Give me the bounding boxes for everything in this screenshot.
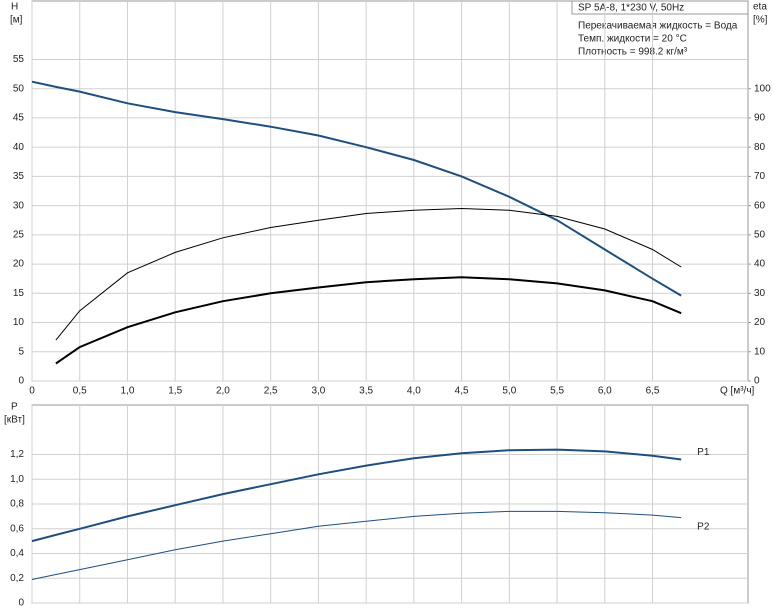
x-tick-label: 4,0 [407, 386, 421, 397]
x-tick-label: 2,5 [264, 386, 278, 397]
y2-tick-label: 30 [754, 288, 766, 299]
x-tick-label: 3,5 [359, 386, 373, 397]
y-axis-unit: [кВт] [4, 415, 25, 426]
x-tick-label: 4,5 [455, 386, 469, 397]
y-tick-label: 0,6 [10, 523, 24, 534]
y2-tick-label: 0 [754, 376, 760, 387]
y-tick-label: 10 [13, 317, 25, 328]
y2-tick-label: 90 [754, 113, 766, 124]
y2-tick-label: 80 [754, 142, 766, 153]
y-axis-label: H [11, 2, 18, 13]
x-tick-label: 3,0 [311, 386, 325, 397]
y-tick-label: 40 [13, 142, 25, 153]
y-tick-label: 1,2 [10, 449, 24, 460]
x-tick-label: 1,0 [121, 386, 135, 397]
y2-tick-label: 70 [754, 171, 766, 182]
x-tick-label: 0,5 [73, 386, 87, 397]
y-axis-label: P [11, 402, 18, 413]
series-line [31, 80, 682, 297]
title-box [571, 0, 749, 15]
x-tick-label: 1,5 [168, 386, 182, 397]
x-tick-label: 6,5 [646, 386, 660, 397]
y-tick-label: 55 [13, 54, 25, 65]
y2-tick-label: 60 [754, 200, 766, 211]
y2-tick-label: 20 [754, 317, 766, 328]
y-tick-label: 0 [18, 376, 24, 387]
y-tick-label: 20 [13, 259, 25, 270]
series-line [31, 448, 682, 543]
series-label: P1 [697, 447, 710, 458]
y-tick-label: 45 [13, 113, 25, 124]
y-tick-label: 0,4 [10, 548, 24, 559]
y2-axis-label: eta [753, 2, 767, 13]
x-tick-label: 2,0 [216, 386, 230, 397]
x-tick-label: 0 [29, 386, 35, 397]
y2-tick-label: 100 [754, 83, 771, 94]
y-tick-label: 15 [13, 288, 25, 299]
y-tick-label: 50 [13, 83, 25, 94]
x-tick-label: 6,0 [598, 386, 612, 397]
y2-axis-unit: [%] [753, 15, 768, 26]
annotation: Плотность = 998.2 кг/м³ [578, 47, 688, 58]
y-tick-label: 5 [18, 346, 24, 357]
y-tick-label: 25 [13, 229, 25, 240]
series-line [55, 207, 682, 341]
y-tick-label: 1,0 [10, 474, 24, 485]
y2-tick-label: 40 [754, 259, 766, 270]
y-tick-label: 30 [13, 200, 25, 211]
y2-tick-label: 10 [754, 346, 766, 357]
series-line [31, 510, 682, 580]
series-line [55, 276, 682, 365]
x-tick-label: 5,5 [550, 386, 564, 397]
y-axis-unit: [м] [10, 15, 23, 26]
chart-title: SP 5A-8, 1*230 V, 50Hz [578, 3, 684, 14]
annotation: Перекачиваемая жидкость = Вода [578, 21, 738, 32]
y2-tick-label: 50 [754, 229, 766, 240]
x-tick-label: 5,0 [502, 386, 516, 397]
y-tick-label: 0,8 [10, 499, 24, 510]
x-axis-label: Q [м³/ч] [720, 386, 755, 397]
annotation: Темп. жидкости = 20 °C [578, 34, 687, 45]
y-tick-label: 0,2 [10, 573, 24, 584]
series-label: P2 [697, 521, 710, 532]
y-tick-label: 0 [18, 598, 24, 609]
y-tick-label: 35 [13, 171, 25, 182]
